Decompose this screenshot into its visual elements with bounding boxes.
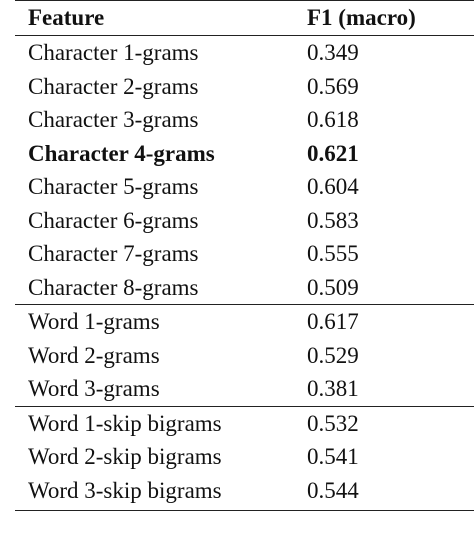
f1-cell: 0.532 (307, 410, 359, 436)
results-table-container: Feature F1 (macro) Character 1-grams 0.34… (15, 0, 474, 507)
feature-cell: Character 7-grams (28, 241, 199, 266)
table-row: Character 4-grams 0.621 (15, 137, 474, 171)
f1-cell: 0.621 (307, 140, 359, 166)
f1-cell: 0.583 (307, 207, 359, 233)
header-row: Feature F1 (macro) (15, 0, 474, 36)
table-row: Word 2-grams 0.529 (15, 339, 474, 373)
f1-cell: 0.509 (307, 274, 359, 300)
table-row: Character 8-grams 0.509 (15, 271, 474, 305)
f1-cell: 0.349 (307, 40, 359, 65)
table-row: Character 2-grams 0.569 (15, 70, 474, 104)
table-body: Character 1-grams 0.349 Character 2-grams 0… (15, 36, 474, 508)
feature-cell: Word 2-skip bigrams (28, 444, 222, 469)
feature-cell: Character 6-grams (28, 207, 199, 233)
table-row: Word 1-skip bigrams 0.532 (15, 406, 474, 440)
feature-cell: Character 4-grams (28, 140, 215, 166)
table-row: Character 5-grams 0.604 (15, 170, 474, 204)
feature-cell: Word 3-grams (28, 376, 160, 401)
bottom-rule (15, 510, 474, 511)
f1-cell: 0.541 (307, 444, 359, 469)
table-row: Word 1-grams 0.617 (15, 304, 474, 339)
feature-cell: Word 1-grams (28, 309, 160, 334)
table-row: Word 3-skip bigrams 0.544 (15, 474, 474, 508)
feature-cell: Word 1-skip bigrams (28, 410, 222, 436)
table-row: Word 3-grams 0.381 (15, 372, 474, 406)
results-table: Feature F1 (macro) Character 1-grams 0.34… (15, 0, 474, 507)
f1-cell: 0.555 (307, 241, 359, 266)
table-row: Word 2-skip bigrams 0.541 (15, 440, 474, 474)
feature-cell: Character 3-grams (28, 107, 199, 132)
header-feature: Feature (28, 5, 105, 30)
table-row: Character 7-grams 0.555 (15, 237, 474, 271)
f1-cell: 0.569 (307, 73, 359, 99)
feature-cell: Word 2-grams (28, 342, 160, 368)
table-header: Feature F1 (macro) (15, 0, 474, 36)
f1-cell: 0.529 (307, 342, 359, 368)
feature-cell: Character 2-grams (28, 73, 199, 99)
f1-cell: 0.618 (307, 107, 359, 132)
f1-cell: 0.544 (307, 477, 359, 503)
feature-cell: Word 3-skip bigrams (28, 477, 222, 503)
f1-cell: 0.381 (307, 376, 359, 401)
feature-cell: Character 8-grams (28, 274, 199, 300)
f1-cell: 0.617 (307, 309, 359, 334)
table-row: Character 1-grams 0.349 (15, 36, 474, 70)
feature-cell: Character 1-grams (28, 40, 199, 65)
table-row: Character 6-grams 0.583 (15, 204, 474, 238)
f1-cell: 0.604 (307, 174, 359, 199)
header-f1-macro: F1 (macro) (307, 5, 416, 30)
table-row: Character 3-grams 0.618 (15, 103, 474, 137)
feature-cell: Character 5-grams (28, 174, 199, 199)
